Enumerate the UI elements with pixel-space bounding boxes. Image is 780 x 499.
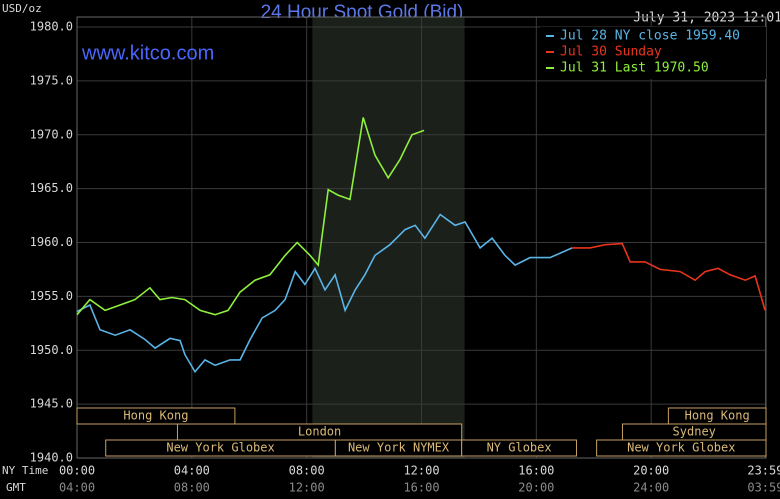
highlight-span [312,17,465,458]
watermark: www.kitco.com [81,42,214,64]
legend-label: Jul 28 NY close 1959.40 [560,29,740,44]
y-tick-label: 1970.0 [30,127,73,141]
session-box [596,439,767,457]
series-line [76,117,425,316]
x-tick-label: 12:00 [403,464,439,478]
timestamp: July 31, 2023 12:01 [633,11,780,26]
secondary-x-tick-label: 08:00 [174,481,210,495]
y-tick-label: 1980.0 [30,20,73,34]
session-label: NY Globex [487,441,552,455]
x-tick-label: 20:00 [633,464,669,478]
secondary-x-label: GMT [6,481,26,494]
x-tick-label: 04:00 [174,464,210,478]
session-box [76,407,236,425]
session-label: Sydney [673,425,716,439]
y-tick-label: 1955.0 [30,289,73,303]
legend-label: Jul 30 Sunday [560,45,662,60]
secondary-x-tick-label: 04:00 [59,481,95,495]
y-unit: USD/oz [2,2,42,15]
x-tick-label: 16:00 [518,464,554,478]
x-tick-label: 23:59 [747,464,780,478]
y-tick-label: 1950.0 [30,343,73,357]
legend-box [540,27,766,79]
series-line [76,213,573,374]
y-tick-label: 1960.0 [30,235,73,249]
y-tick-label: 1965.0 [30,181,73,195]
secondary-x-tick-label: 12:00 [289,481,325,495]
session-label: Hong Kong [123,409,188,423]
y-tick-label: 1940.0 [30,451,73,465]
session-label: Hong Kong [685,409,750,423]
session-label: New York Globex [627,441,735,455]
secondary-x-tick-label: 20:00 [518,481,554,495]
x-tick-label: 00:00 [59,464,95,478]
y-tick-label: 1945.0 [30,397,73,411]
session-label: New York NYMEX [348,441,450,455]
session-box [461,439,578,457]
session-label: London [298,425,341,439]
x-tick-label: 08:00 [289,464,325,478]
series-line [572,242,766,311]
x-label: NY Time [2,464,48,477]
session-label: New York Globex [166,441,274,455]
y-tick-label: 1975.0 [30,73,73,87]
plot-frame [76,16,767,459]
secondary-x-tick-label: 03:59 [747,481,780,495]
legend-label: Jul 31 Last 1970.50 [560,61,709,76]
secondary-x-tick-label: 24:00 [633,481,669,495]
secondary-x-tick-label: 16:00 [403,481,439,495]
